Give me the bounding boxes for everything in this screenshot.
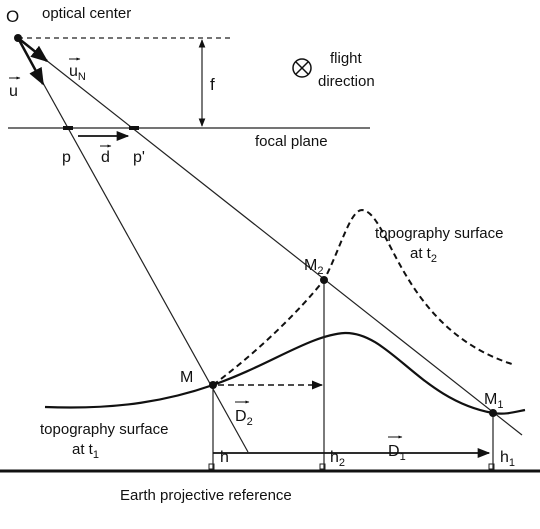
h1-sub: 1 (509, 457, 515, 469)
p-prime-label: p' (133, 149, 145, 166)
topo1-line1: topography surface (40, 421, 168, 438)
topo2-line1: topography surface (375, 225, 503, 242)
topo2-main: at t (410, 245, 432, 262)
m1-main: M (484, 391, 497, 408)
m2-label: M2 (304, 257, 323, 277)
m1-sub: 1 (497, 399, 503, 411)
origin-label: O (6, 7, 19, 26)
h1-main: h (500, 449, 509, 466)
d2-main: D (235, 408, 247, 425)
m-label: M (180, 369, 193, 386)
topo1-sub: 1 (93, 449, 99, 461)
optical-center-label: optical center (42, 5, 131, 22)
topo1-main: at t (72, 441, 94, 458)
d2-label: D2 (235, 408, 253, 428)
u-n-sub: N (78, 71, 86, 83)
earth-label: Earth projective reference (120, 487, 292, 504)
d1-main: D (388, 443, 400, 460)
h2-sub: 2 (339, 457, 345, 469)
direction-label: direction (318, 73, 375, 90)
f-label: f (210, 75, 215, 94)
d2-sub: 2 (247, 416, 253, 428)
h-label: h (220, 449, 229, 466)
d1-label: D1 (388, 443, 406, 463)
u-n-main: u (69, 63, 78, 80)
u-n-label: uN (69, 63, 86, 83)
topo2-line2: at t2 (410, 245, 437, 265)
d1-sub: 1 (400, 451, 406, 463)
topo1-line2: at t1 (72, 441, 99, 461)
h2-label: h2 (330, 449, 345, 469)
flight-label: flight (330, 50, 363, 67)
geometry (0, 34, 540, 473)
p-label: p (62, 149, 71, 166)
m2-main: M (304, 257, 317, 274)
m2-sub: 2 (317, 265, 323, 277)
topo2-sub: 2 (431, 253, 437, 265)
h1-label: h1 (500, 449, 515, 469)
focal-plane-label: focal plane (255, 133, 328, 150)
u-label: u (9, 83, 18, 100)
h2-main: h (330, 449, 339, 466)
m1-label: M1 (484, 391, 503, 411)
d-label: d (101, 149, 110, 166)
